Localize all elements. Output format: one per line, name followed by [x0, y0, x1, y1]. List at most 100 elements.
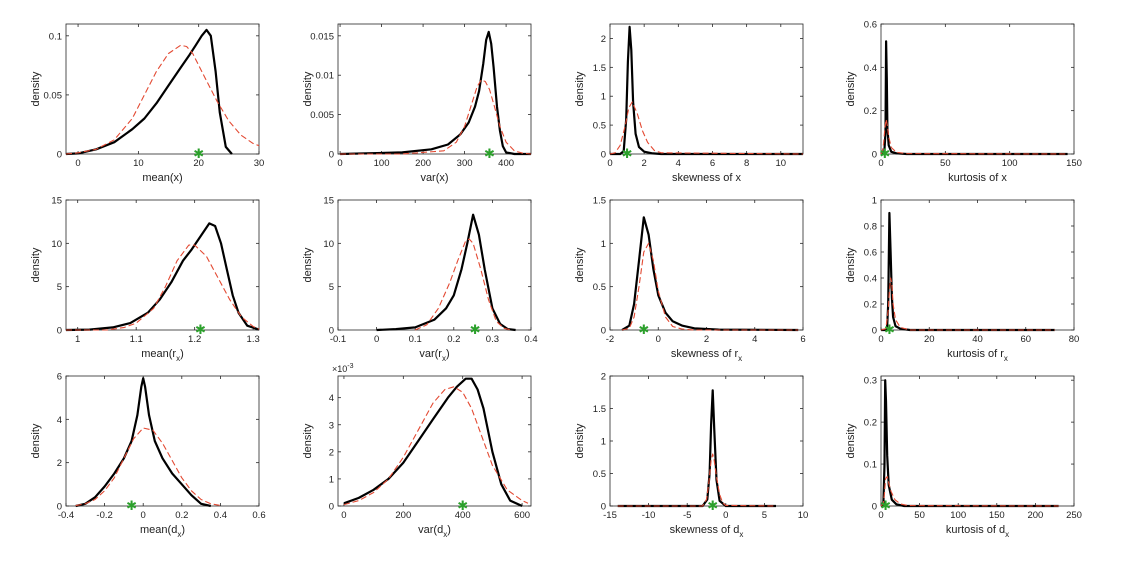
x-tick-label: 0 [374, 334, 379, 345]
x-tick-label: 0 [607, 158, 612, 169]
y-axis-label: density [30, 423, 42, 458]
x-tick-label: 0.1 [409, 334, 422, 345]
series-line-solid-black [881, 211, 1055, 332]
subplot-1: 0 10 20 30 0 0.05 0.1 ✱ mean(x) density [30, 23, 264, 184]
y-tick-label: 0.6 [864, 248, 877, 259]
true-value-marker: ✱ [470, 322, 481, 337]
y-tick-label: 0.3 [864, 376, 877, 387]
y-tick-label: 2 [601, 372, 606, 383]
y-axis-label: density [574, 247, 586, 282]
x-tick-label: 100 [1002, 158, 1018, 169]
x-axis-label: mean(dx) [140, 524, 185, 539]
series-line-solid-black [881, 379, 1059, 508]
y-tick-label: 0 [329, 150, 334, 161]
y-tick-label: 4 [329, 393, 334, 404]
y-tick-label: 10 [323, 239, 334, 250]
y-exponent-power: -3 [347, 363, 353, 370]
x-tick-label: -15 [603, 510, 617, 521]
subplot-10: 0 200 400 600 0 1 2 3 4 ×10-3 ✱ var(dx) density [302, 363, 532, 539]
x-axis-label: kurtosis of dx [946, 524, 1009, 539]
x-tick-label: 0.2 [447, 334, 460, 345]
y-tick-label: 0.5 [593, 282, 606, 293]
series-line-dashed-red [609, 101, 804, 155]
x-tick-label: 40 [972, 334, 983, 345]
y-tick-label: 5 [329, 282, 334, 293]
x-tick-label: 10 [798, 510, 809, 521]
y-tick-label: 0.4 [864, 63, 877, 74]
subplot-9: -0.4 -0.2 0 0.2 0.4 0.6 0 2 4 6 ✱mean(dx) density [30, 372, 266, 540]
x-tick-label: 0 [878, 334, 883, 345]
x-tick-label: 1.3 [247, 334, 260, 345]
x-tick-label: 80 [1069, 334, 1080, 345]
x-axis-label: kurtosis of rx [947, 348, 1008, 363]
series-line-solid-black [343, 377, 523, 508]
axes-box [337, 199, 532, 331]
x-tick-label: 20 [924, 334, 935, 345]
y-axis-label: density [845, 71, 857, 106]
y-tick-label: 5 [57, 282, 62, 293]
y-tick-label: 10 [51, 239, 62, 250]
series-line-dashed-red [880, 118, 1068, 155]
y-axis-label: density [302, 423, 314, 458]
x-tick-label: 200 [1027, 510, 1043, 521]
x-axis-label-subscript: x [738, 354, 742, 363]
x-tick-label: -2 [606, 334, 614, 345]
x-tick-label: 0.3 [486, 334, 499, 345]
y-tick-label: 15 [51, 196, 62, 207]
y-tick-label: 0.8 [864, 222, 877, 233]
x-tick-label: 1.1 [130, 334, 143, 345]
y-tick-label: 1 [601, 92, 606, 103]
axes-box [609, 375, 804, 507]
x-axis-label: mean(x) [142, 172, 182, 184]
series-line-solid-black [65, 222, 260, 332]
y-tick-label: 15 [323, 196, 334, 207]
subplot-2: 0 100 200 300 400 0 0.005 0.01 0.015 ✱ var(x) densi… [302, 23, 532, 184]
x-tick-label: 2 [704, 334, 709, 345]
x-tick-label: 50 [940, 158, 951, 169]
series-line-dashed-red [880, 476, 1059, 507]
y-tick-label: 1.5 [593, 196, 606, 207]
x-axis-label-suffix: ) [181, 524, 185, 536]
x-tick-label: 0.2 [175, 510, 188, 521]
series-line-dashed-red [75, 427, 221, 507]
axes-box [65, 375, 260, 507]
true-value-marker: ✱ [484, 146, 495, 161]
x-tick-label: 150 [989, 510, 1005, 521]
x-tick-label: 50 [914, 510, 925, 521]
series-line-solid-black [340, 30, 531, 156]
axes-box [65, 23, 260, 155]
x-tick-label: 150 [1066, 158, 1082, 169]
true-value-marker: ✱ [879, 146, 890, 161]
y-tick-label: 0 [57, 502, 62, 513]
subplot-8: 0 20 40 60 80 0 0.2 0.4 0.6 0.8 1 ✱ kurtosis of rx de… [845, 196, 1079, 364]
series-line-solid-black [621, 216, 799, 332]
y-tick-label: 1 [601, 437, 606, 448]
x-tick-label: 1 [75, 334, 80, 345]
series-line-dashed-red [617, 453, 777, 507]
y-tick-label: 1.5 [593, 63, 606, 74]
x-tick-label: 0.4 [524, 334, 537, 345]
axes-box [337, 375, 532, 507]
subplot-12: 0 50 100 150 200 250 0 0.1 0.2 0.3 ✱ kurtosis of dx… [845, 375, 1082, 539]
x-axis-label: var(rx) [419, 348, 449, 363]
x-axis-label: skewness of dx [670, 524, 744, 539]
x-tick-label: -0.4 [58, 510, 74, 521]
axes-box [65, 199, 260, 331]
y-tick-label: 4 [57, 415, 62, 426]
true-value-marker: ✱ [457, 498, 468, 513]
x-axis-label-subscript: x [1005, 530, 1009, 539]
y-tick-label: 2 [329, 447, 334, 458]
y-exponent-label: ×10-3 [332, 363, 354, 374]
y-tick-label: 0.1 [864, 460, 877, 471]
y-tick-label: 0.6 [864, 20, 877, 31]
x-tick-label: 6 [800, 334, 805, 345]
x-tick-label: 6 [710, 158, 715, 169]
series-line-dashed-red [340, 79, 532, 155]
y-tick-label: 0 [57, 150, 62, 161]
x-tick-label: 200 [395, 510, 411, 521]
series-line-dashed-red [66, 244, 260, 331]
y-tick-label: 0 [601, 150, 606, 161]
x-tick-label: -0.1 [330, 334, 346, 345]
